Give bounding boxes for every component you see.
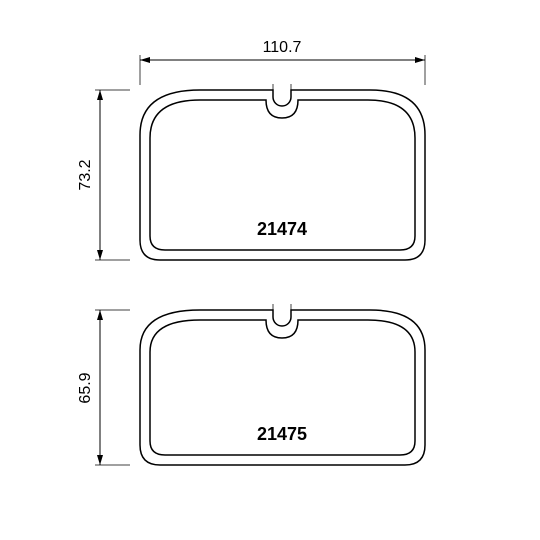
upper-pad: 21474 [140, 84, 425, 260]
dim-height-lower-label: 65.9 [77, 372, 94, 403]
lower-pad-label: 21475 [257, 424, 307, 444]
dim-width: 110.7 [140, 39, 425, 85]
lower-pad: 21475 [140, 304, 425, 465]
dim-height-upper: 73.2 [77, 90, 130, 260]
technical-drawing: 110.7 73.2 21474 65.9 21475 [0, 0, 540, 540]
dim-height-upper-label: 73.2 [77, 159, 94, 190]
dim-height-lower: 65.9 [77, 310, 130, 465]
upper-pad-label: 21474 [257, 219, 307, 239]
dim-width-label: 110.7 [263, 39, 302, 56]
